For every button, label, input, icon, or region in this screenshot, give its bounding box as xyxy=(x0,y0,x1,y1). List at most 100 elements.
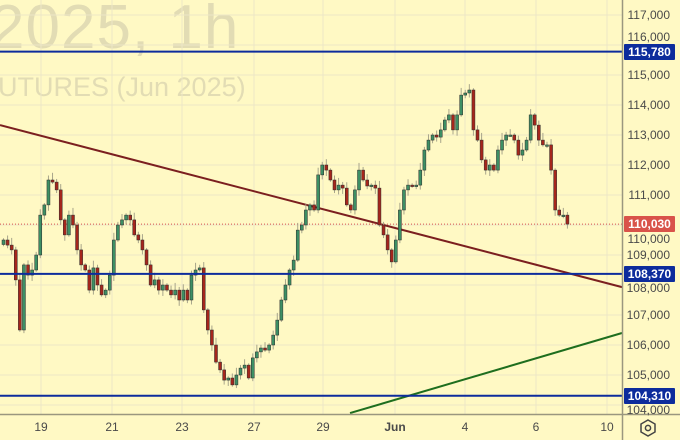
candle-body xyxy=(488,164,492,171)
candle-body xyxy=(230,377,235,386)
candle-body xyxy=(165,284,169,291)
candle-body xyxy=(197,267,202,271)
candle-body xyxy=(553,169,557,211)
candle-body xyxy=(312,204,316,211)
candle-body xyxy=(541,139,545,146)
candle-body xyxy=(345,187,349,206)
candle-body xyxy=(14,249,18,281)
candle-body xyxy=(467,89,472,94)
price-tick-label: 109,000 xyxy=(626,248,670,262)
candle-body xyxy=(120,219,124,226)
candle-body xyxy=(455,114,459,131)
price-tick-label: 111,000 xyxy=(628,188,670,202)
candle-body xyxy=(83,264,87,271)
candle-body xyxy=(91,267,96,291)
price-tick-label: 105,000 xyxy=(626,368,670,382)
candle-body xyxy=(377,187,382,226)
candle-body xyxy=(332,179,337,191)
candle-body xyxy=(67,214,71,236)
candle-body xyxy=(565,214,570,225)
candle-body xyxy=(438,129,443,138)
candle-body xyxy=(1,239,6,245)
candle-body xyxy=(500,139,504,151)
candle-body xyxy=(394,239,398,263)
candle-body xyxy=(63,219,67,236)
date-tick-label: 10 xyxy=(600,420,614,434)
candle-body xyxy=(42,204,47,216)
date-tick-label: 21 xyxy=(105,420,119,434)
candle-body xyxy=(475,129,480,141)
date-tick-label: 23 xyxy=(175,420,189,434)
candle-body xyxy=(103,289,108,296)
candle-body xyxy=(520,149,525,156)
candle-body xyxy=(177,289,181,301)
candle-body xyxy=(50,179,55,183)
candle-body xyxy=(132,219,137,236)
candle-body xyxy=(357,169,361,191)
candle-body xyxy=(532,114,537,126)
candle-body xyxy=(295,229,300,261)
candle-body xyxy=(275,319,280,336)
candle-body xyxy=(238,367,243,376)
candle-body xyxy=(26,264,30,276)
level-price-badge: 104,310 xyxy=(624,387,675,404)
candle-body xyxy=(353,189,357,211)
candle-body xyxy=(148,264,153,286)
candle-body xyxy=(402,189,406,211)
candle-body xyxy=(267,344,271,351)
settings-icon[interactable] xyxy=(638,418,658,438)
candle-body xyxy=(340,184,345,189)
candle-body xyxy=(381,224,386,236)
candle-body xyxy=(152,279,157,286)
candle-body xyxy=(426,139,431,151)
candle-body xyxy=(447,114,451,121)
candle-body xyxy=(406,184,410,191)
date-tick-label: 29 xyxy=(316,420,330,434)
watermark-symbol: 2025, 1h xyxy=(0,0,240,62)
candle-body xyxy=(324,164,329,171)
candle-body xyxy=(504,134,508,141)
candle-body xyxy=(549,144,553,171)
candle-body xyxy=(271,334,275,346)
candle-body xyxy=(369,184,374,187)
candle-body xyxy=(201,267,206,311)
price-tick-label: 106,000 xyxy=(626,338,670,352)
candle-body xyxy=(508,134,512,137)
candle-body xyxy=(287,269,292,286)
candle-body xyxy=(206,309,210,331)
candle-body xyxy=(58,189,63,221)
candle-body xyxy=(545,144,549,147)
candle-body xyxy=(218,361,222,371)
candle-body xyxy=(398,209,402,241)
candle-body xyxy=(492,164,496,171)
candle-body xyxy=(95,267,100,286)
candle-body xyxy=(54,181,59,191)
candle-body xyxy=(418,169,423,186)
candle-body xyxy=(434,134,439,138)
price-tick-label: 110,000 xyxy=(627,231,671,246)
candle-body xyxy=(300,224,304,231)
candle-body xyxy=(242,364,247,369)
candle-body xyxy=(516,139,521,156)
candle-body xyxy=(328,169,333,181)
ascending-trendline xyxy=(349,332,623,415)
candle-body xyxy=(263,347,267,351)
candle-body xyxy=(279,299,284,321)
candle-body xyxy=(557,209,561,216)
candle-body xyxy=(259,347,263,353)
candle-body xyxy=(79,249,83,266)
candle-body xyxy=(124,214,128,221)
candle-body xyxy=(214,344,218,363)
date-tick-label: 27 xyxy=(247,420,261,434)
level-price-badge: 108,370 xyxy=(624,265,675,282)
candle-body xyxy=(18,279,22,331)
candle-body xyxy=(422,149,427,171)
candle-body xyxy=(185,289,190,301)
date-tick-label: 19 xyxy=(34,420,48,434)
candle-body xyxy=(361,169,365,181)
date-tick-label: 6 xyxy=(532,420,540,434)
price-tick-label: 114,000 xyxy=(627,98,671,112)
price-tick-label: 115,000 xyxy=(627,68,671,82)
candle-body xyxy=(75,224,79,251)
